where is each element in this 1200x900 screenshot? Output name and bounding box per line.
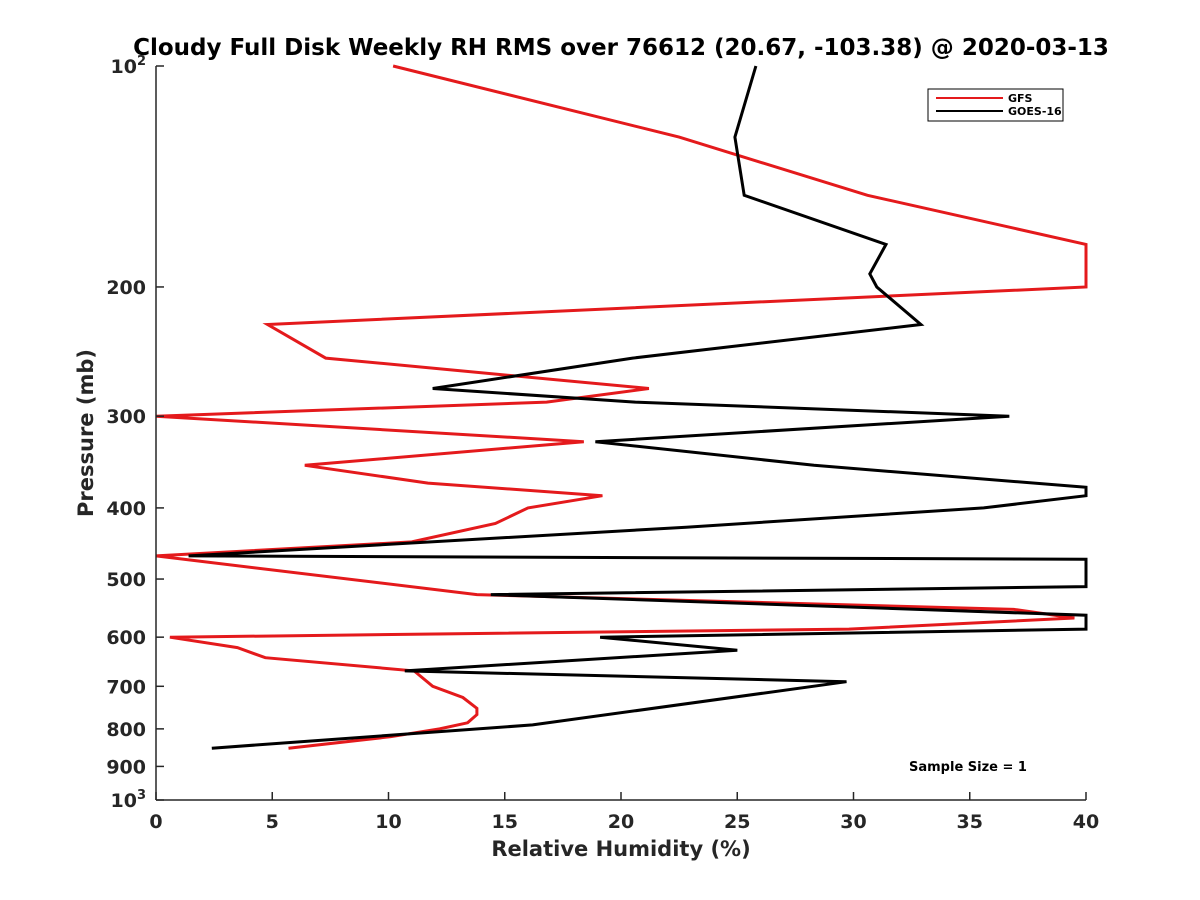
legend-label-gfs: GFS — [1008, 92, 1033, 105]
series-line-goes16 — [188, 65, 1088, 750]
y-tick-label: 300 — [106, 406, 146, 428]
sample-size-annotation: Sample Size = 1 — [909, 760, 1027, 775]
x-tick-label: 25 — [724, 811, 750, 833]
y-tick-label: 500 — [106, 569, 146, 591]
x-tick-label: 20 — [608, 811, 634, 833]
y-tick-label: 900 — [106, 756, 146, 778]
x-tick-label: 0 — [149, 811, 162, 833]
x-tick-label: 30 — [840, 811, 866, 833]
y-tick-label: 400 — [106, 498, 146, 520]
y-tick-label: 200 — [106, 277, 146, 299]
tick-labels: 0 5 10 15 20 25 30 35 40 102 200 300 400 500 600 700 800… — [106, 54, 1099, 833]
y-tick-label: 600 — [106, 627, 146, 649]
legend-label-goes16: GOES-16 — [1008, 105, 1062, 118]
y-tick-label: 103 — [111, 788, 147, 812]
x-tick-label: 10 — [375, 811, 401, 833]
x-tick-label: 40 — [1073, 811, 1099, 833]
x-axis-label: Relative Humidity (%) — [491, 837, 750, 861]
y-axis-label: Pressure (mb) — [74, 349, 98, 517]
chart-title: Cloudy Full Disk Weekly RH RMS over 7661… — [133, 35, 1109, 61]
y-tick-label: 102 — [111, 54, 147, 78]
x-tick-label: 15 — [492, 811, 518, 833]
x-tick-label: 5 — [266, 811, 279, 833]
axes — [155, 65, 1087, 801]
y-tick-label: 800 — [106, 719, 146, 741]
series-layer — [155, 64, 1088, 750]
x-tick-label: 35 — [957, 811, 983, 833]
legend-box — [927, 88, 1064, 122]
legend: GFS GOES-16 — [927, 88, 1064, 122]
y-tick-label: 700 — [106, 676, 146, 698]
